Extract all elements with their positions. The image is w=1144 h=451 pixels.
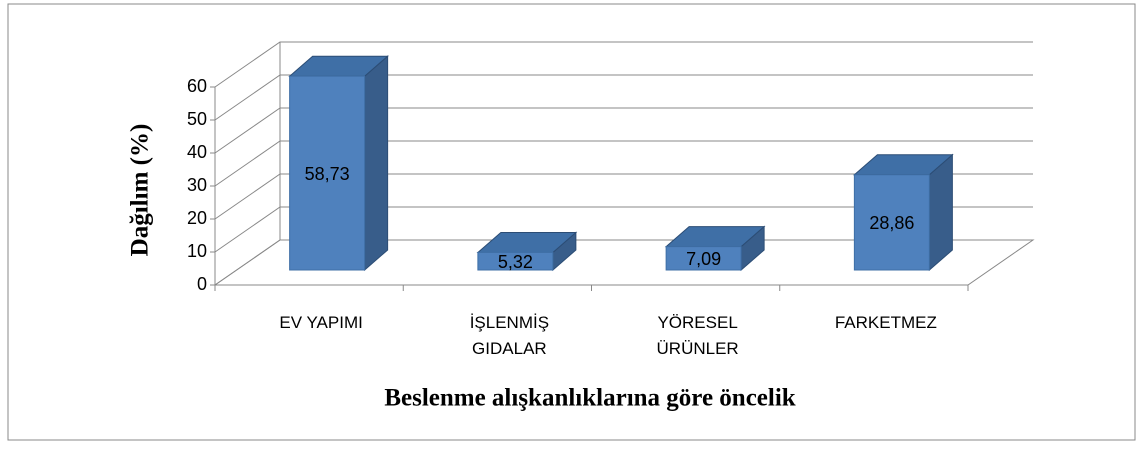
grid-line (214, 206, 1033, 253)
bar (289, 75, 366, 271)
y-tick-label: 40 (187, 142, 207, 162)
grid-line (214, 140, 1033, 187)
grid-line (214, 107, 1033, 154)
grid-line (214, 239, 1033, 286)
grid-line (214, 41, 1033, 88)
grid-line (214, 173, 1033, 220)
y-tick-label: 0 (197, 274, 207, 294)
y-tick-label: 20 (187, 208, 207, 228)
data-label: 28,86 (869, 213, 914, 233)
y-tick-label: 60 (187, 76, 207, 96)
bar (853, 174, 930, 271)
chart-frame (7, 3, 1136, 441)
bar-side (364, 55, 389, 272)
x-tick-label: EV YAPIMI (279, 313, 363, 332)
bar (477, 251, 554, 271)
x-axis-label: Beslenme alışkanlıklarına göre öncelik (384, 385, 795, 412)
y-tick-label: 30 (187, 175, 207, 195)
grid-line (214, 74, 1033, 121)
x-tick-label: YÖRESEL ÜRÜNLER (656, 313, 739, 358)
y-axis-label: Dağılım (%) (127, 124, 154, 257)
y-tick-label: 50 (187, 109, 207, 129)
bar (665, 246, 742, 271)
x-tick-label: İŞLENMİŞ GIDALAR (469, 313, 550, 358)
data-label: 5,32 (498, 252, 533, 272)
data-label: 58,73 (305, 164, 350, 184)
y-tick-label: 10 (187, 241, 207, 261)
x-tick-label: FARKETMEZ (834, 313, 937, 332)
data-label: 7,09 (686, 249, 721, 269)
